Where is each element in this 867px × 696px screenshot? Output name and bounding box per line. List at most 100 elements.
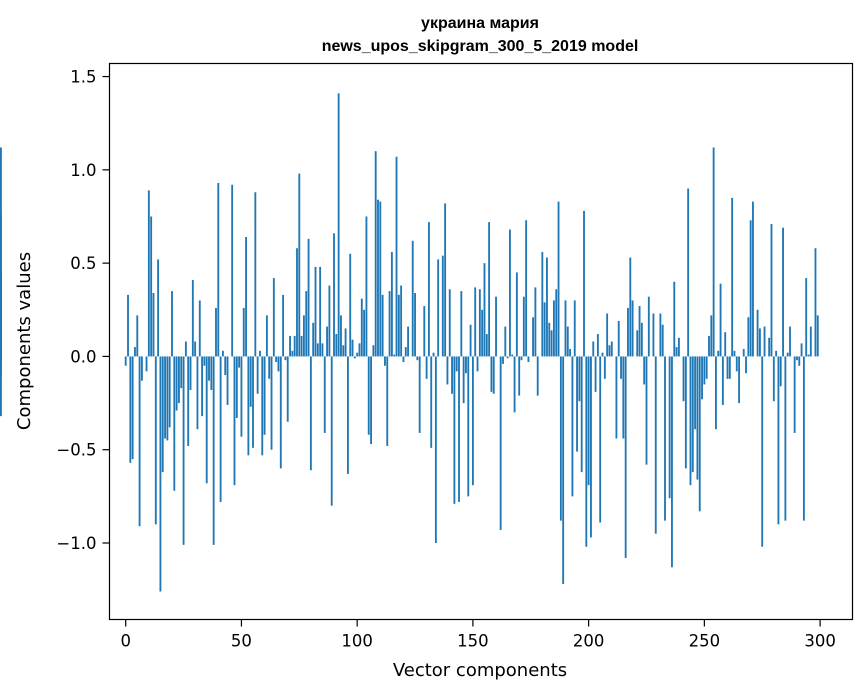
bar: [652, 313, 655, 357]
bar: [814, 248, 817, 357]
bar: [511, 354, 514, 357]
bar: [182, 356, 185, 545]
bar: [483, 263, 486, 357]
bar: [777, 356, 780, 525]
bar: [319, 266, 322, 357]
bar: [296, 248, 298, 357]
bar: [749, 220, 752, 357]
bar: [532, 317, 534, 357]
bar: [451, 356, 453, 394]
bar: [124, 356, 127, 366]
bar: [441, 255, 444, 357]
bar: [432, 352, 435, 357]
bar: [370, 356, 372, 445]
bar: [402, 356, 405, 363]
bar: [210, 356, 213, 391]
bar: [349, 253, 352, 357]
bar: [576, 356, 578, 452]
bar: [254, 192, 257, 357]
bar: [761, 356, 764, 547]
bar: [471, 356, 474, 486]
bar: [437, 259, 440, 357]
bar: [550, 330, 553, 357]
x-tick-label: 150: [457, 632, 489, 651]
bar: [154, 356, 157, 525]
bar: [390, 251, 393, 357]
bar: [752, 201, 754, 357]
y-axis-ticks: −1.0 −0.5 0.0 0.5 1.0 1.5: [56, 68, 110, 553]
bar: [620, 356, 622, 379]
bar: [374, 151, 377, 357]
bar: [404, 347, 407, 357]
bar: [756, 309, 759, 357]
bar: [323, 356, 326, 433]
bar: [465, 356, 467, 374]
bar: [617, 320, 620, 357]
bar: [527, 356, 530, 363]
bar: [536, 356, 539, 396]
bar: [282, 294, 285, 357]
bar: [346, 356, 349, 474]
bar: [816, 315, 819, 357]
bar: [548, 322, 551, 357]
bar: [522, 296, 525, 357]
bar: [705, 356, 708, 379]
bar: [284, 356, 287, 361]
bar: [212, 356, 215, 545]
bar: [344, 328, 347, 357]
bar: [444, 203, 447, 357]
bar: [786, 352, 789, 357]
bar: [351, 339, 354, 357]
bar: [643, 356, 646, 385]
bar: [802, 356, 805, 521]
bar: [513, 356, 516, 413]
bar: [145, 356, 148, 372]
bar: [615, 356, 618, 439]
bar: [340, 315, 342, 357]
bar: [460, 291, 463, 357]
bar: [360, 298, 363, 357]
bar: [395, 156, 398, 357]
bar: [203, 356, 206, 366]
bar: [312, 322, 315, 357]
bar: [668, 356, 671, 499]
bar: [789, 326, 791, 357]
bar: [731, 197, 734, 357]
bar: [580, 356, 583, 473]
bar: [807, 354, 810, 357]
bar: [474, 287, 477, 357]
bar: [687, 188, 690, 357]
bar: [738, 356, 741, 404]
bar: [411, 240, 414, 357]
bar: [191, 279, 194, 357]
y-axis-label: Components values: [14, 252, 35, 430]
bar: [546, 257, 548, 357]
bar: [372, 345, 375, 357]
bar: [800, 343, 803, 357]
bar: [453, 356, 456, 504]
bar: [610, 341, 613, 357]
bar: [520, 356, 523, 361]
bar: [715, 356, 717, 430]
bar: [418, 356, 421, 433]
bar: [256, 356, 259, 394]
bar: [298, 173, 301, 357]
x-axis-ticks: 0 50 100 150 200 250 300: [120, 619, 836, 651]
bar: [763, 326, 766, 357]
bar: [272, 278, 275, 357]
bar: [198, 300, 201, 357]
bar: [303, 315, 305, 357]
bar: [231, 184, 234, 357]
bar: [578, 356, 581, 402]
y-tick-label: −0.5: [56, 441, 96, 460]
bar: [321, 343, 324, 357]
bar: [675, 347, 678, 357]
bar: [793, 356, 796, 433]
bar: [587, 356, 590, 486]
bar: [694, 356, 697, 430]
bar: [684, 356, 687, 469]
bar: [502, 356, 504, 364]
bar: [583, 210, 585, 357]
bar: [353, 356, 356, 359]
bar: [333, 233, 335, 357]
